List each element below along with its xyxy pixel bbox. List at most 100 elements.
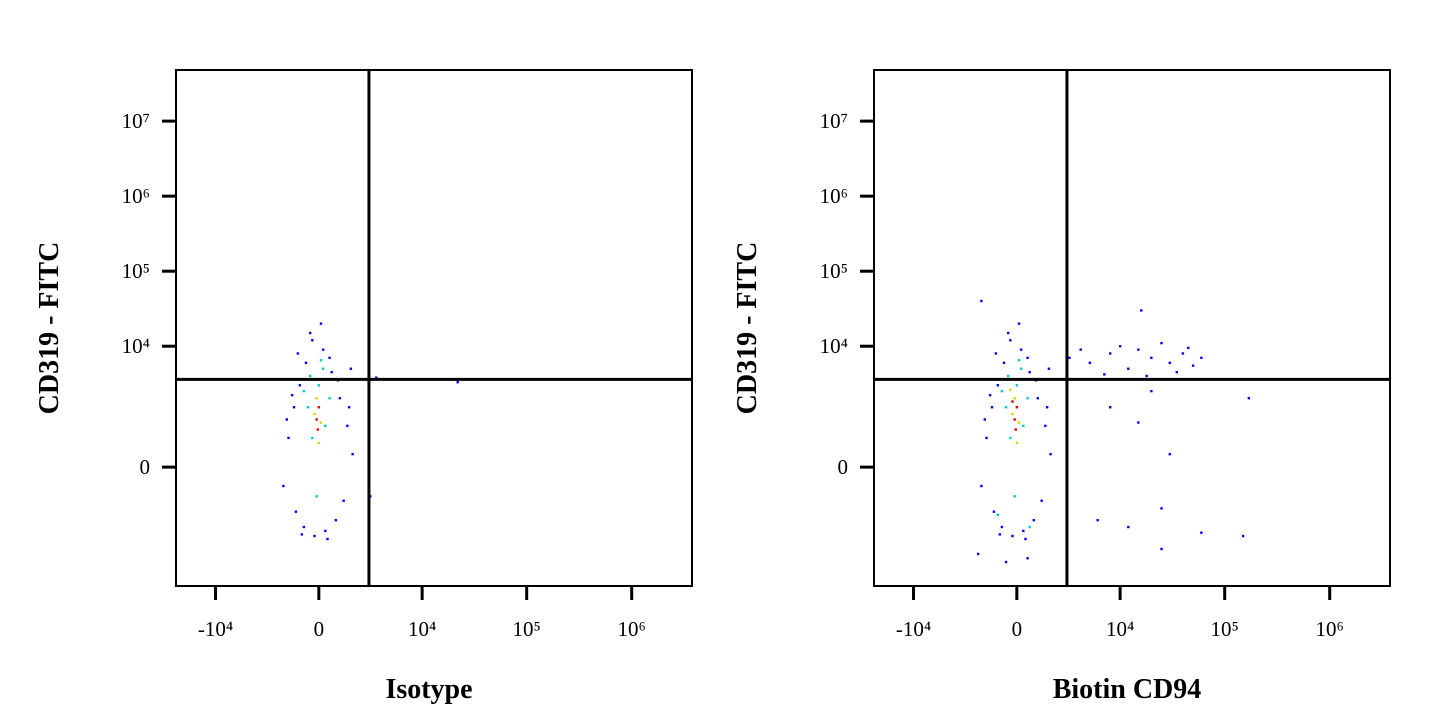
data-point (976, 552, 980, 556)
data-point (285, 418, 288, 421)
data-point (1140, 309, 1143, 312)
data-point (1168, 452, 1172, 456)
data-point (375, 376, 378, 379)
data-point (1241, 534, 1245, 538)
data-point (1088, 361, 1092, 365)
y-tick-label: 10⁶ (820, 184, 848, 208)
data-point (328, 397, 331, 400)
data-point (1168, 361, 1172, 365)
data-point (304, 361, 308, 365)
data-point (1015, 384, 1019, 387)
data-point (302, 389, 306, 393)
data-point (296, 352, 300, 355)
data-point (1000, 389, 1004, 393)
x-tick-label: 10⁵ (1211, 617, 1239, 641)
data-point (349, 367, 353, 370)
data-point (317, 384, 321, 387)
data-point (1022, 529, 1025, 533)
y-tick-label: 10⁶ (122, 184, 150, 208)
plot-frame (175, 69, 693, 587)
data-point (1009, 388, 1012, 392)
data-point (334, 518, 338, 522)
data-point (294, 510, 298, 513)
data-point (313, 534, 316, 538)
data-point (1004, 406, 1008, 409)
data-point (1026, 397, 1029, 400)
y-tick-label: 10⁵ (122, 259, 150, 283)
y-axis-label: CD319 - FITC (732, 242, 763, 415)
x-tick-label: -10⁴ (896, 617, 931, 641)
data-point (319, 322, 323, 325)
data-point (1150, 389, 1153, 393)
data-point (983, 418, 986, 421)
data-point (346, 424, 349, 428)
data-point (998, 533, 1002, 536)
data-point (1137, 348, 1140, 351)
data-point (298, 384, 302, 387)
data-point (1068, 356, 1071, 360)
data-point (1036, 397, 1040, 400)
data-point (311, 436, 314, 440)
data-point (342, 499, 345, 502)
data-point (1109, 406, 1112, 409)
y-tick-label: 0 (838, 455, 849, 479)
data-point (1044, 424, 1047, 428)
data-point (317, 406, 321, 409)
data-point (1006, 374, 1010, 378)
data-point (1160, 507, 1163, 510)
data-point (1187, 346, 1190, 350)
y-tick-label: 10⁷ (122, 109, 150, 133)
data-point (1096, 518, 1099, 522)
data-point (315, 397, 318, 400)
data-point (1127, 367, 1130, 370)
data-point (1045, 406, 1049, 409)
data-point (980, 299, 983, 303)
data-point (1118, 345, 1122, 348)
data-point (300, 533, 304, 536)
data-point (1175, 370, 1179, 374)
data-point (1019, 367, 1023, 370)
x-tick-label: 10⁵ (513, 617, 541, 641)
data-point (1150, 356, 1153, 360)
data-point (994, 352, 998, 355)
data-point (1006, 331, 1010, 335)
data-point (1017, 421, 1021, 424)
data-point (1013, 495, 1016, 498)
x-tick-label: -10⁴ (198, 617, 233, 641)
plot-frame (873, 69, 1391, 587)
data-point (302, 525, 306, 529)
data-point (351, 452, 354, 456)
data-point (1191, 364, 1195, 367)
data-point (1000, 525, 1004, 529)
data-point (324, 529, 327, 533)
data-point (282, 484, 285, 488)
data-point (1015, 406, 1019, 409)
x-tick-label: 10⁶ (1316, 617, 1344, 641)
data-point (985, 436, 988, 440)
data-point (326, 537, 329, 541)
x-tick-label: 10⁶ (618, 617, 646, 641)
data-point (1200, 356, 1203, 360)
data-point (1127, 525, 1130, 529)
data-point (1103, 373, 1106, 376)
data-point (1017, 359, 1021, 362)
data-point (1049, 452, 1052, 456)
data-point (996, 513, 1000, 516)
data-point (996, 384, 1000, 387)
x-axis-label: Biotin CD94 (1053, 674, 1202, 705)
data-point (990, 406, 994, 409)
data-point (306, 406, 310, 409)
x-tick-label: 0 (1012, 617, 1023, 641)
y-tick-label: 0 (140, 455, 151, 479)
data-point (1137, 421, 1140, 424)
data-point (1032, 518, 1036, 522)
data-point (1011, 412, 1014, 416)
x-tick-label: 10⁴ (408, 617, 436, 641)
data-point (319, 359, 323, 362)
data-point (1079, 348, 1082, 351)
data-point (1181, 352, 1185, 355)
data-point (1109, 352, 1112, 355)
data-point (1017, 322, 1021, 325)
data-point (321, 348, 325, 351)
